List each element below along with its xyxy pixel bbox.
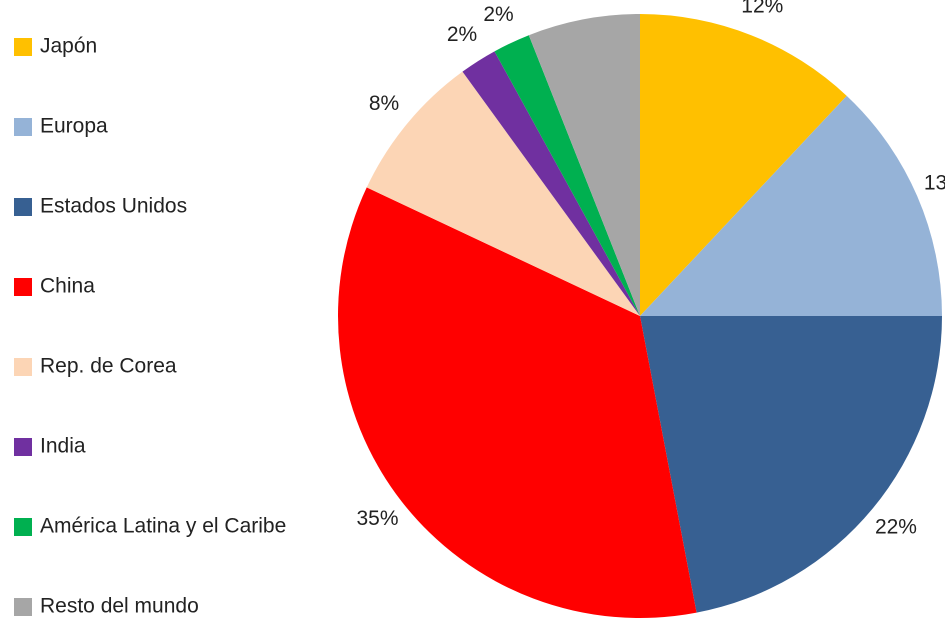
pie-slice <box>462 51 640 317</box>
legend-swatch <box>14 598 32 616</box>
data-label: 2% <box>483 3 513 26</box>
data-label: 22% <box>875 515 917 538</box>
data-label: 35% <box>356 507 398 530</box>
pie-slice <box>366 71 640 316</box>
legend-swatch <box>14 198 32 216</box>
data-label: 13% <box>924 172 945 195</box>
data-label: 2% <box>447 23 477 46</box>
legend-swatch <box>14 438 32 456</box>
pie-slice <box>640 316 942 613</box>
legend-label: Europa <box>40 115 108 138</box>
legend-swatch <box>14 358 32 376</box>
legend-label: India <box>40 435 86 458</box>
pie-slice <box>338 187 697 618</box>
legend-swatch <box>14 118 32 136</box>
pie-slice <box>640 14 847 316</box>
pie-slice <box>640 95 942 316</box>
legend-label: América Latina y el Caribe <box>40 515 286 538</box>
pie-slice <box>528 14 640 316</box>
legend-swatch <box>14 518 32 536</box>
legend-label: Estados Unidos <box>40 195 187 218</box>
pie-slice <box>494 35 640 317</box>
data-label: 12% <box>741 0 783 18</box>
legend-label: China <box>40 275 95 298</box>
legend-label: Resto del mundo <box>40 595 199 618</box>
legend-swatch <box>14 38 32 56</box>
data-label: 8% <box>369 92 399 115</box>
legend-swatch <box>14 278 32 296</box>
legend-label: Japón <box>40 35 97 58</box>
legend-label: Rep. de Corea <box>40 355 177 378</box>
